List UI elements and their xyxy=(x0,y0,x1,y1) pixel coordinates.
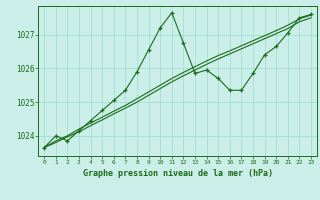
X-axis label: Graphe pression niveau de la mer (hPa): Graphe pression niveau de la mer (hPa) xyxy=(83,169,273,178)
